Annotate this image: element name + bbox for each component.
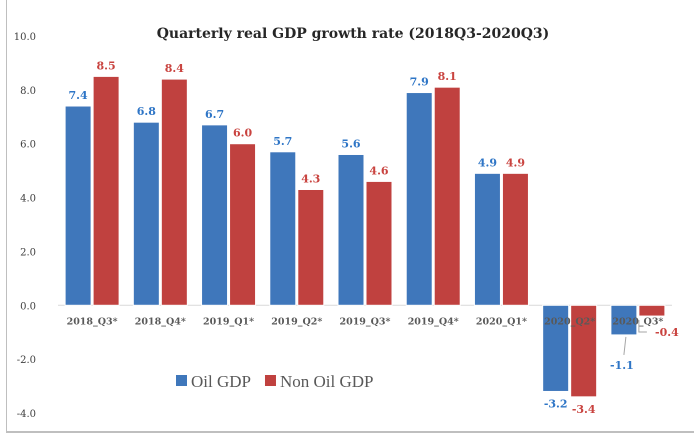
- chart-title: Quarterly real GDP growth rate (2018Q3-2…: [157, 26, 550, 42]
- y-tick-label: 6.0: [20, 140, 36, 151]
- x-tick-label: 2019_Q4*: [408, 316, 459, 327]
- non-oil-gdp-data-label: 8.4: [165, 62, 184, 75]
- y-tick-label: 2.0: [20, 247, 36, 258]
- y-tick-label: 8.0: [20, 86, 36, 97]
- oil-gdp-data-label: 4.9: [478, 156, 497, 169]
- y-tick-label: -4.0: [17, 409, 36, 420]
- x-tick-label: 2020_Q2*: [544, 316, 595, 327]
- oil-gdp-data-label: 7.4: [69, 89, 88, 102]
- oil-gdp-bar: [610, 304, 638, 336]
- non-oil-gdp-data-label: 6.0: [233, 127, 252, 140]
- y-tick-label: 4.0: [20, 194, 36, 205]
- non-oil-gdp-bar: [229, 143, 257, 306]
- legend-label-non-oil-gdp: Non Oil GDP: [280, 372, 374, 391]
- non-oil-gdp-data-label: -3.4: [572, 403, 596, 416]
- oil-gdp-data-label: 6.8: [137, 105, 156, 118]
- oil-gdp-bar: [542, 304, 570, 392]
- legend-swatch-oil-gdp: [176, 375, 187, 386]
- oil-gdp-data-label: -3.2: [544, 397, 568, 410]
- oil-gdp-bar: [473, 172, 501, 306]
- y-tick-label: -2.0: [17, 355, 36, 366]
- non-oil-gdp-data-label: 4.6: [369, 164, 388, 177]
- data-labels: 7.4 8.5 6.8 8.4 6.7 6.0 5.7 4.3 5.6 4.6 7.9 8.1 4.9 4…: [69, 59, 680, 415]
- non-oil-gdp-bar: [433, 86, 461, 306]
- oil-gdp-data-label: -1.1: [610, 359, 634, 372]
- non-oil-gdp-bar: [501, 172, 529, 306]
- non-oil-gdp-bar: [638, 304, 666, 317]
- x-tick-label: 2019_Q3*: [339, 316, 390, 327]
- non-oil-gdp-data-label: 4.3: [301, 172, 320, 185]
- legend-swatch-non-oil-gdp: [264, 375, 276, 386]
- x-tick-label: 2020_Q3*: [612, 316, 663, 327]
- y-tick-label: 0.0: [20, 301, 36, 312]
- x-tick-label: 2018_Q4*: [135, 316, 186, 327]
- oil-gdp-data-label: 5.7: [273, 135, 292, 148]
- oil-gdp-bar: [405, 92, 433, 306]
- oil-gdp-bar: [337, 153, 365, 306]
- y-tick-label: 10.0: [14, 32, 36, 43]
- x-tick-label: 2019_Q2*: [271, 316, 322, 327]
- y-axis: 10.0 8.0 6.0 4.0 2.0 0.0 -2.0 -4.0: [14, 32, 36, 420]
- oil-gdp-bar: [269, 151, 297, 306]
- legend[interactable]: Oil GDP Non Oil GDP: [176, 372, 374, 391]
- non-oil-gdp-data-label: 8.1: [438, 70, 457, 83]
- non-oil-gdp-bar: [92, 75, 120, 306]
- non-oil-gdp-data-label: -0.4: [655, 326, 679, 339]
- oil-gdp-bar: [64, 105, 92, 306]
- oil-gdp-data-label: 6.7: [205, 108, 224, 121]
- non-oil-gdp-bar: [570, 304, 598, 398]
- x-tick-label: 2019_Q1*: [203, 316, 254, 327]
- non-oil-gdp-data-label: 4.9: [506, 156, 525, 169]
- oil-gdp-bar: [201, 124, 229, 306]
- non-oil-gdp-bar: [365, 180, 393, 306]
- x-tick-label: 2018_Q3*: [67, 316, 118, 327]
- oil-gdp-data-label: 5.6: [341, 137, 360, 150]
- bars-group: [64, 75, 666, 398]
- non-oil-gdp-bar: [297, 188, 325, 306]
- x-axis: 2018_Q3* 2018_Q4* 2019_Q1* 2019_Q2* 2019_Q3*…: [67, 316, 664, 327]
- oil-gdp-data-label: 7.9: [410, 76, 429, 89]
- oil-gdp-bar: [132, 121, 160, 306]
- non-oil-gdp-data-label: 8.5: [97, 59, 116, 72]
- legend-label-oil-gdp: Oil GDP: [191, 372, 251, 391]
- leader-line: [638, 320, 647, 333]
- non-oil-gdp-bar: [160, 78, 188, 306]
- x-tick-label: 2020_Q1*: [476, 316, 527, 327]
- leader-line: [623, 336, 627, 355]
